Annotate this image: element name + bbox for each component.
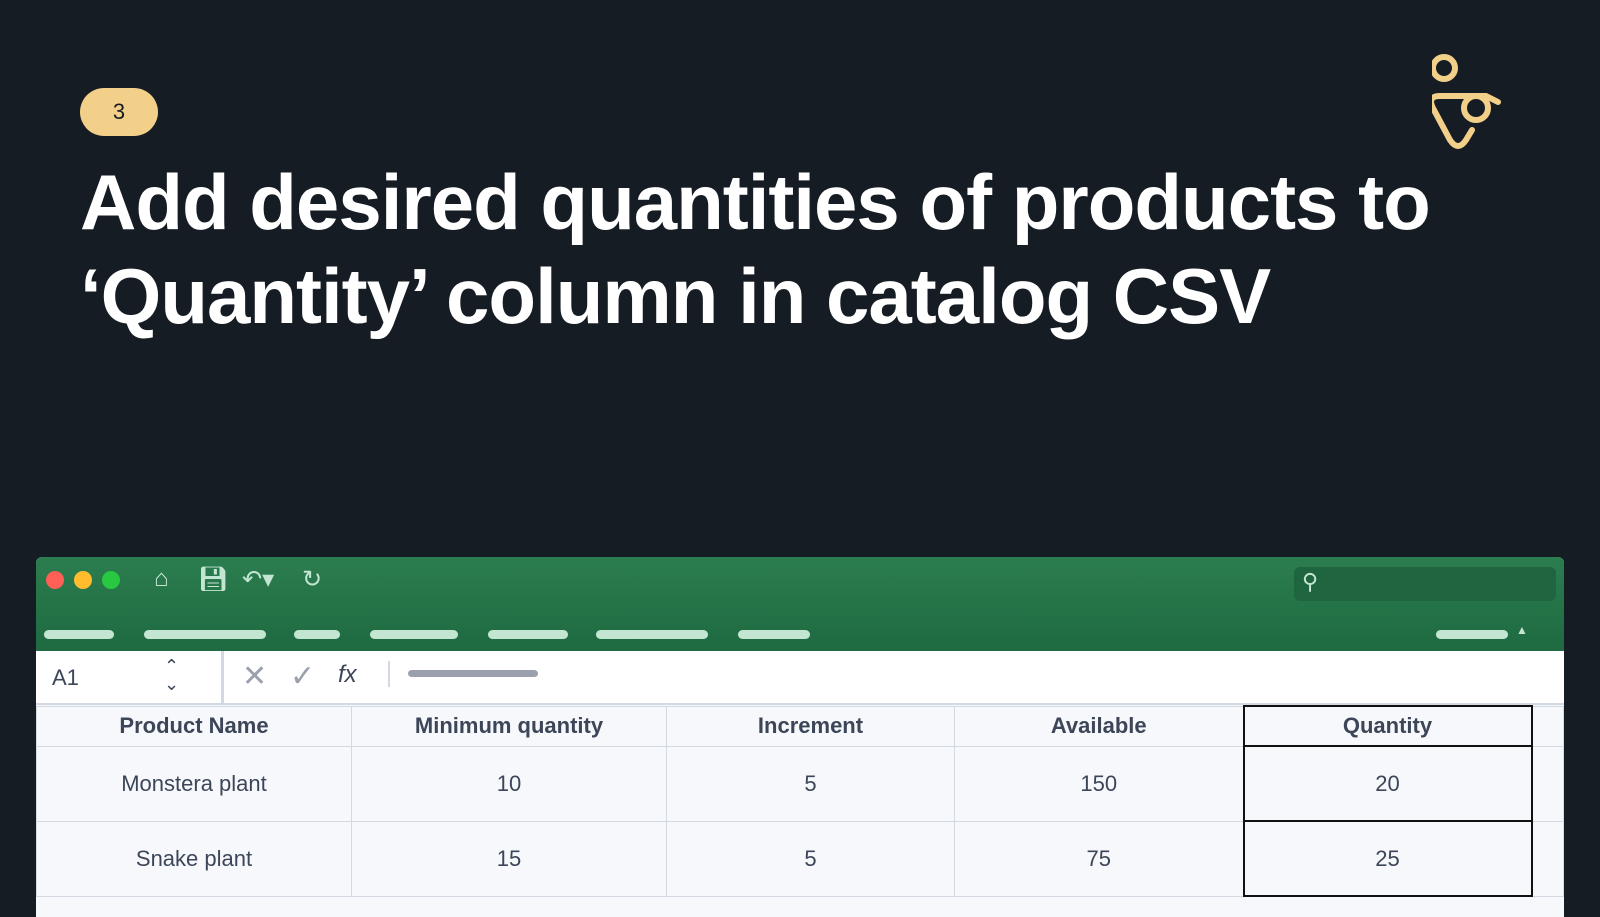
ribbon-tab[interactable] — [1436, 630, 1508, 639]
quantity-cell[interactable]: 25 — [1242, 820, 1533, 897]
page-title: Add desired quantities of products to ‘Q… — [80, 158, 1431, 340]
spreadsheet-window: ⌂ 💾︎ ↶▾ ↻ ⚲ ▲ A1 ⌃ ⌄ ✕ ✓ fx Product Name M… — [36, 557, 1564, 917]
cell[interactable]: Snake plant — [36, 820, 352, 897]
cell[interactable]: Monstera plant — [36, 745, 352, 822]
table-row: Monstera plant 10 5 150 20 — [36, 745, 1564, 822]
step-badge: 3 — [80, 88, 158, 136]
cell[interactable]: 5 — [666, 820, 955, 897]
ribbon-tab[interactable] — [370, 630, 458, 639]
function-icon[interactable]: fx — [338, 661, 357, 688]
collapse-ribbon-icon[interactable]: ▲ — [1516, 623, 1528, 637]
ribbon-tab[interactable] — [738, 630, 810, 639]
empty-cell[interactable] — [1531, 820, 1564, 897]
cell[interactable]: 15 — [351, 820, 667, 897]
minimize-button[interactable] — [74, 571, 92, 589]
redo-icon[interactable]: ↻ — [302, 566, 323, 593]
ribbon-tab[interactable] — [144, 630, 266, 639]
ribbon-tab[interactable] — [488, 630, 568, 639]
ribbon-tab[interactable] — [44, 630, 114, 639]
quantity-cell[interactable]: 20 — [1242, 745, 1533, 822]
cell[interactable]: 75 — [954, 820, 1244, 897]
empty-cell[interactable] — [1531, 705, 1564, 747]
column-header[interactable]: Increment — [666, 705, 955, 747]
search-icon: ⚲ — [1302, 569, 1319, 594]
empty-cell[interactable] — [1531, 745, 1564, 822]
table-row: Snake plant 15 5 75 25 — [36, 820, 1564, 897]
stepper-icon[interactable]: ⌃ ⌄ — [164, 656, 180, 694]
name-box[interactable]: A1 ⌃ ⌄ — [36, 651, 224, 705]
confirm-icon[interactable]: ✓ — [290, 660, 316, 693]
home-icon[interactable]: ⌂ — [154, 565, 169, 592]
column-header[interactable]: Available — [954, 705, 1244, 747]
close-button[interactable] — [46, 571, 64, 589]
cell[interactable]: 10 — [351, 745, 667, 822]
formula-input[interactable] — [408, 670, 538, 677]
column-header[interactable]: Quantity — [1242, 705, 1533, 747]
header-row: Product Name Minimum quantity Increment … — [36, 705, 1564, 747]
column-header[interactable]: Product Name — [36, 705, 352, 747]
cancel-icon[interactable]: ✕ — [242, 660, 268, 693]
data-table: Product Name Minimum quantity Increment … — [36, 705, 1564, 897]
cell[interactable]: 5 — [666, 745, 955, 822]
search-input[interactable]: ⚲ — [1294, 567, 1556, 601]
ribbon-tab[interactable] — [596, 630, 708, 639]
column-header[interactable]: Minimum quantity — [351, 705, 667, 747]
maximize-button[interactable] — [102, 571, 120, 589]
cell[interactable]: 150 — [954, 745, 1244, 822]
divider — [388, 661, 390, 687]
undo-icon[interactable]: ↶▾ — [242, 566, 275, 593]
save-icon[interactable]: 💾︎ — [198, 566, 229, 593]
ribbon-tab[interactable] — [294, 630, 340, 639]
cell-reference: A1 — [52, 665, 79, 690]
formula-bar: A1 ⌃ ⌄ ✕ ✓ fx — [36, 651, 1564, 705]
logo-icon — [1432, 54, 1501, 149]
ribbon: ⌂ 💾︎ ↶▾ ↻ ⚲ ▲ — [36, 557, 1564, 651]
